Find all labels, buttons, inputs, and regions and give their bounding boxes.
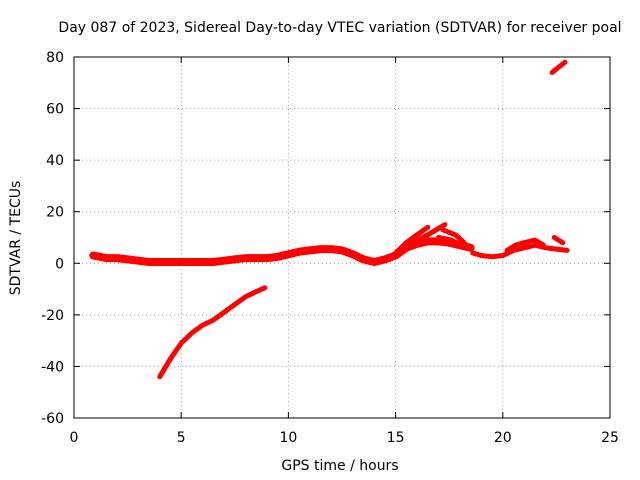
series-line-7 (551, 235, 566, 246)
y-tick-label: 40 (46, 153, 64, 169)
x-tick-label: 20 (494, 430, 512, 446)
y-tick-label: -60 (41, 411, 64, 427)
series-line-3 (440, 227, 467, 246)
x-tick-label: 0 (70, 430, 79, 446)
plot-frame (73, 56, 611, 419)
x-tick-label: 15 (387, 430, 405, 446)
series-line-9 (549, 59, 568, 75)
chart-title: Day 087 of 2023, Sidereal Day-to-day VTE… (58, 20, 621, 36)
series-line-4 (436, 235, 469, 251)
series-line-8 (157, 285, 268, 380)
y-tick-label: 80 (46, 50, 64, 66)
series-line-6 (504, 237, 546, 253)
y-axis-label: SDTVAR / TECUs (8, 181, 24, 296)
x-tick-label: 10 (279, 430, 297, 446)
series-line-2 (410, 222, 448, 246)
y-tick-label: 0 (55, 256, 64, 272)
x-axis-label: GPS time / hours (281, 458, 398, 474)
y-tick-label: 60 (46, 102, 64, 118)
series-line-1 (393, 224, 431, 256)
series-line-0 (89, 237, 475, 266)
data-series (89, 59, 570, 380)
axis-ticks: 0 5 10 15 20 25 -60 -40 -20 0 20 40 60 80 (41, 50, 619, 446)
grid (74, 57, 610, 418)
y-tick-label: -40 (41, 359, 64, 375)
series-line-5 (470, 242, 570, 260)
y-tick-label: -20 (41, 308, 64, 324)
y-tick-label: 20 (46, 205, 64, 221)
x-tick-label: 25 (601, 430, 619, 446)
x-tick-label: 5 (177, 430, 186, 446)
